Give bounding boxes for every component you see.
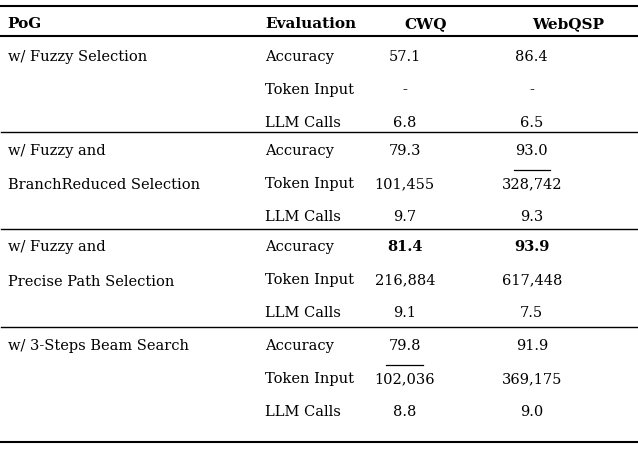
Text: LLM Calls: LLM Calls [265, 306, 341, 320]
Text: Accuracy: Accuracy [265, 339, 334, 353]
Text: Token Input: Token Input [265, 83, 354, 97]
Text: LLM Calls: LLM Calls [265, 116, 341, 130]
Text: Evaluation: Evaluation [265, 18, 356, 31]
Text: 81.4: 81.4 [387, 240, 422, 254]
Text: CWQ: CWQ [404, 18, 447, 31]
Text: Token Input: Token Input [265, 177, 354, 191]
Text: 57.1: 57.1 [389, 49, 421, 64]
Text: 216,884: 216,884 [375, 273, 435, 287]
Text: 79.3: 79.3 [389, 144, 421, 158]
Text: 91.9: 91.9 [516, 339, 548, 353]
Text: 6.5: 6.5 [520, 116, 544, 130]
Text: WebQSP: WebQSP [532, 18, 604, 31]
Text: 93.9: 93.9 [514, 240, 549, 254]
Text: Accuracy: Accuracy [265, 144, 334, 158]
Text: 617,448: 617,448 [501, 273, 562, 287]
Text: 9.7: 9.7 [393, 210, 417, 224]
Text: 9.1: 9.1 [393, 306, 416, 320]
Text: 101,455: 101,455 [375, 177, 435, 191]
Text: w/ 3-Steps Beam Search: w/ 3-Steps Beam Search [8, 339, 189, 353]
Text: BranchReduced Selection: BranchReduced Selection [8, 178, 200, 192]
Text: 328,742: 328,742 [501, 177, 562, 191]
Text: -: - [530, 83, 534, 97]
Text: -: - [403, 83, 407, 97]
Text: w/ Fuzzy Selection: w/ Fuzzy Selection [8, 49, 147, 64]
Text: w/ Fuzzy and: w/ Fuzzy and [8, 144, 105, 158]
Text: 79.8: 79.8 [389, 339, 421, 353]
Text: 86.4: 86.4 [516, 49, 548, 64]
Text: 369,175: 369,175 [501, 372, 562, 386]
Text: Accuracy: Accuracy [265, 49, 334, 64]
Text: 93.0: 93.0 [516, 144, 548, 158]
Text: Accuracy: Accuracy [265, 240, 334, 254]
Text: LLM Calls: LLM Calls [265, 405, 341, 419]
Text: 7.5: 7.5 [520, 306, 544, 320]
Text: 8.8: 8.8 [393, 405, 417, 419]
Text: Precise Path Selection: Precise Path Selection [8, 274, 174, 289]
Text: 102,036: 102,036 [375, 372, 435, 386]
Text: 9.3: 9.3 [520, 210, 544, 224]
Text: PoG: PoG [8, 18, 42, 31]
Text: Token Input: Token Input [265, 372, 354, 386]
Text: 6.8: 6.8 [393, 116, 417, 130]
Text: 9.0: 9.0 [520, 405, 544, 419]
Text: LLM Calls: LLM Calls [265, 210, 341, 224]
Text: Token Input: Token Input [265, 273, 354, 287]
Text: w/ Fuzzy and: w/ Fuzzy and [8, 240, 105, 254]
